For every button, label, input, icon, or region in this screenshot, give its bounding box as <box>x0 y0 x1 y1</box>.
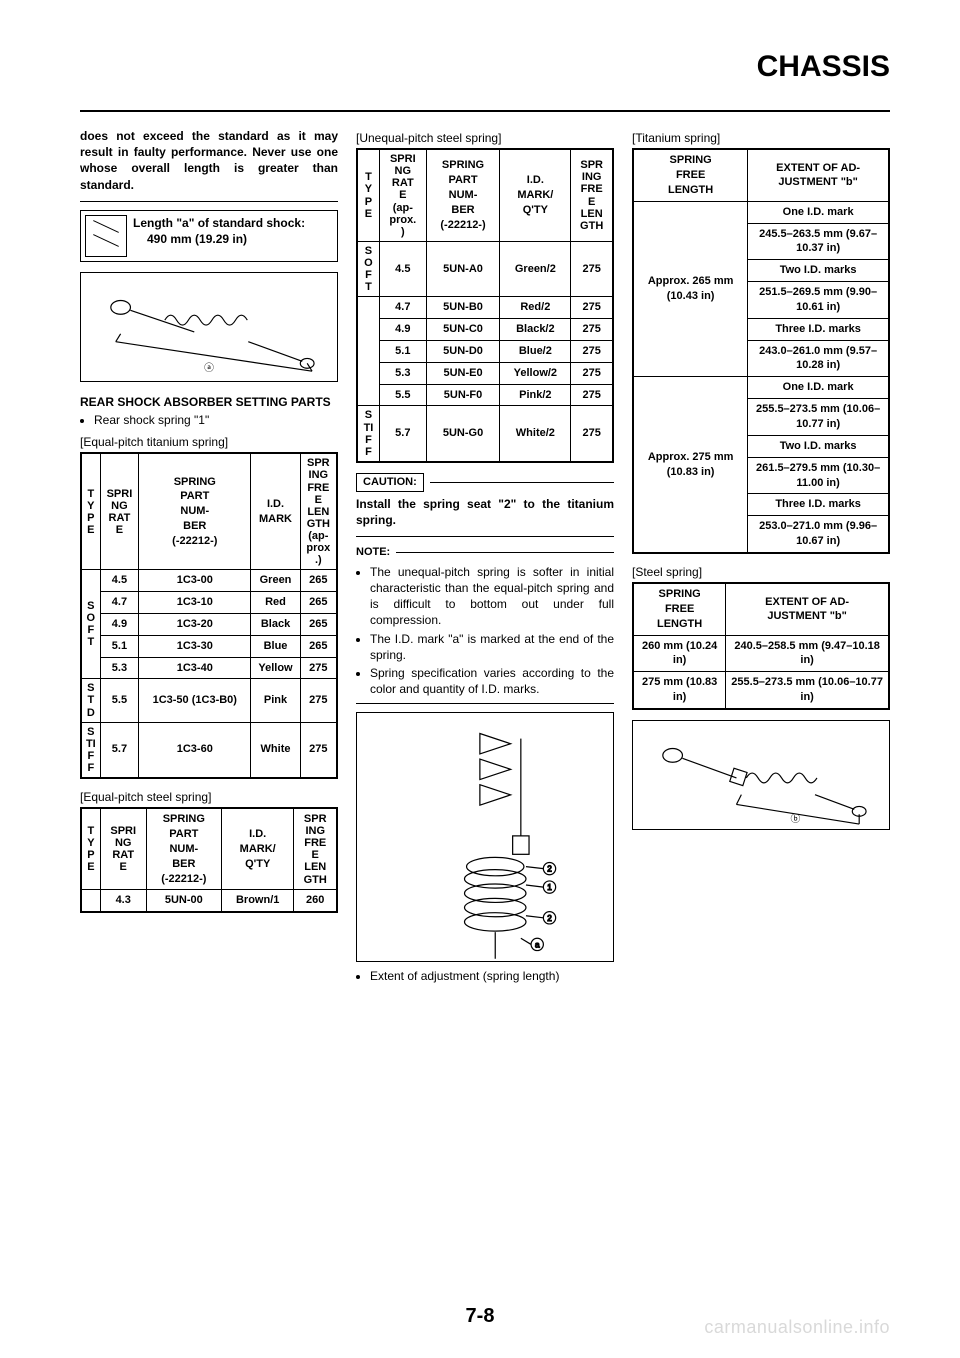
caution-row: CAUTION: <box>356 473 614 492</box>
top-rule <box>80 110 890 112</box>
note-item: The unequal-pitch spring is softer in in… <box>370 564 614 629</box>
table-steel-uneq: TYPE SPRINGRATE(ap-prox.) SPRINGPARTNUM-… <box>356 148 614 463</box>
note-item: The I.D. mark "a" is marked at the end o… <box>370 631 614 663</box>
table-titanium: TYPE SPRINGRATE SPRINGPARTNUM-BER(-22212… <box>80 452 338 779</box>
spec-value: 490 mm (19.29 in) <box>133 231 305 247</box>
table4-caption: [Titanium spring] <box>632 130 890 146</box>
watermark: carmanualsonline.info <box>704 1317 890 1338</box>
spec-title: Length "a" of standard shock: <box>133 216 305 230</box>
content-columns: does not exceed the standard as it may r… <box>80 128 890 991</box>
table2-caption: [Equal-pitch steel spring] <box>80 789 338 805</box>
bullet-rear-spring: Rear shock spring "1" <box>94 412 338 428</box>
svg-text:1: 1 <box>547 884 552 893</box>
column-1: does not exceed the standard as it may r… <box>80 128 338 991</box>
svg-text:a: a <box>535 941 540 950</box>
note-row: NOTE: <box>356 545 614 560</box>
spec-icon <box>85 215 127 257</box>
table1-caption: [Equal-pitch titanium spring] <box>80 434 338 450</box>
column-2: [Unequal-pitch steel spring] TYPE SPRING… <box>356 128 614 991</box>
svg-text:2: 2 <box>547 865 552 874</box>
shock-diagram-a: ⓐ <box>80 272 338 382</box>
note-item: Spring specification varies according to… <box>370 665 614 697</box>
svg-text:ⓑ: ⓑ <box>790 813 800 825</box>
table5-caption: [Steel spring] <box>632 564 890 580</box>
table3-caption: [Unequal-pitch steel spring] <box>356 130 614 146</box>
spec-box: Length "a" of standard shock: 490 mm (19… <box>80 210 338 262</box>
page-title: CHASSIS <box>757 50 890 84</box>
table-extent-steel: SPRINGFREELENGTH EXTENT OF AD-JUSTMENT "… <box>632 582 890 710</box>
table-extent-titanium: SPRINGFREELENGTH EXTENT OF AD-JUSTMENT "… <box>632 148 890 554</box>
svg-text:ⓐ: ⓐ <box>204 362 214 374</box>
note-list: The unequal-pitch spring is softer in in… <box>356 564 614 698</box>
note-label: NOTE: <box>356 545 390 560</box>
shock-diagram-b: ⓑ <box>632 720 890 830</box>
spring-diagram: 2 1 2 a <box>356 712 614 962</box>
table-steel-eq: TYPE SPRINGRATE SPRINGPARTNUM-BER(-22212… <box>80 807 338 913</box>
heading-parts: REAR SHOCK ABSORBER SETTING PARTS <box>80 394 338 410</box>
intro-paragraph: does not exceed the standard as it may r… <box>80 128 338 193</box>
column-3: [Titanium spring] SPRINGFREELENGTH EXTEN… <box>632 128 890 991</box>
extent-bullet: Extent of adjustment (spring length) <box>370 968 614 984</box>
caution-text: Install the spring seat "2" to the titan… <box>356 496 614 528</box>
caution-label: CAUTION: <box>356 473 424 492</box>
svg-text:2: 2 <box>547 914 552 923</box>
